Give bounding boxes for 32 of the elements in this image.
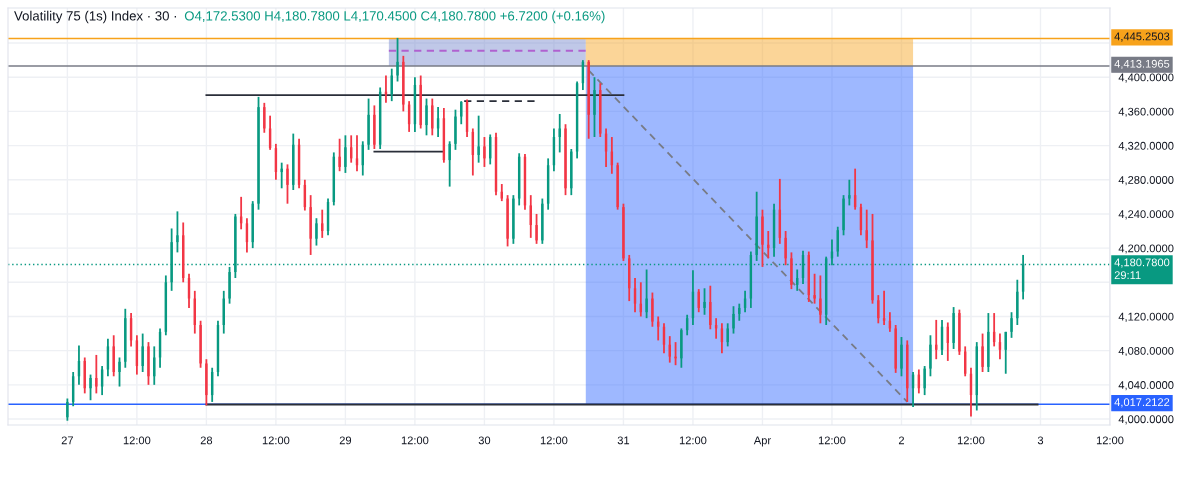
x-tick-label: 3 [1037,436,1044,445]
x-tick-label: 12:00 [123,436,151,445]
x-tick-label: 12:00 [679,436,707,445]
y-tick-label: 4,240.0000 [1118,210,1174,220]
x-tick-label: 30 [478,436,491,445]
x-tick-label: 12:00 [262,436,290,445]
y-tick-label: 4,120.0000 [1118,312,1174,322]
chart-subtitle: O4,172.5300 H4,180.7800 L4,170.4500 C4,180.7800 +6.7200 (+0.16%) [184,10,605,24]
x-tick-label: Apr [753,436,771,447]
y-tick-label: 4,000.0000 [1118,415,1174,425]
x-tick-label: 29 [339,436,352,445]
ref-line-label: 4,017.2122 [1114,398,1170,408]
y-tick-label: 4,360.0000 [1118,107,1174,117]
y-tick-label: 4,280.0000 [1118,176,1174,186]
x-tick-label: 12:00 [401,436,429,445]
y-tick-label: 4,040.0000 [1118,381,1174,391]
x-tick-label: 27 [61,436,73,445]
y-tick-label: 4,400.0000 [1118,73,1174,83]
ref-line-label: 4,413.1965 [1114,59,1170,70]
y-tick-label: 4,080.0000 [1118,346,1174,357]
y-tick-label: 4,320.0000 [1118,141,1174,152]
x-tick-label: 28 [200,436,213,445]
x-tick-label: 31 [617,436,630,445]
x-tick-label: 12:00 [540,436,568,445]
ref-line-label: 4,180.7800 29:11 [1114,258,1170,280]
ref-line-label: 4,445.2503 [1114,32,1170,42]
x-tick-label: 2 [898,436,905,445]
x-tick-label: 12:00 [1096,436,1124,445]
x-tick-label: 12:00 [818,436,846,445]
chart-title: Volatility 75 (1s) Index · 30 · [14,10,176,24]
y-tick-label: 4,200.0000 [1118,244,1174,254]
x-tick-label: 12:00 [957,436,985,445]
